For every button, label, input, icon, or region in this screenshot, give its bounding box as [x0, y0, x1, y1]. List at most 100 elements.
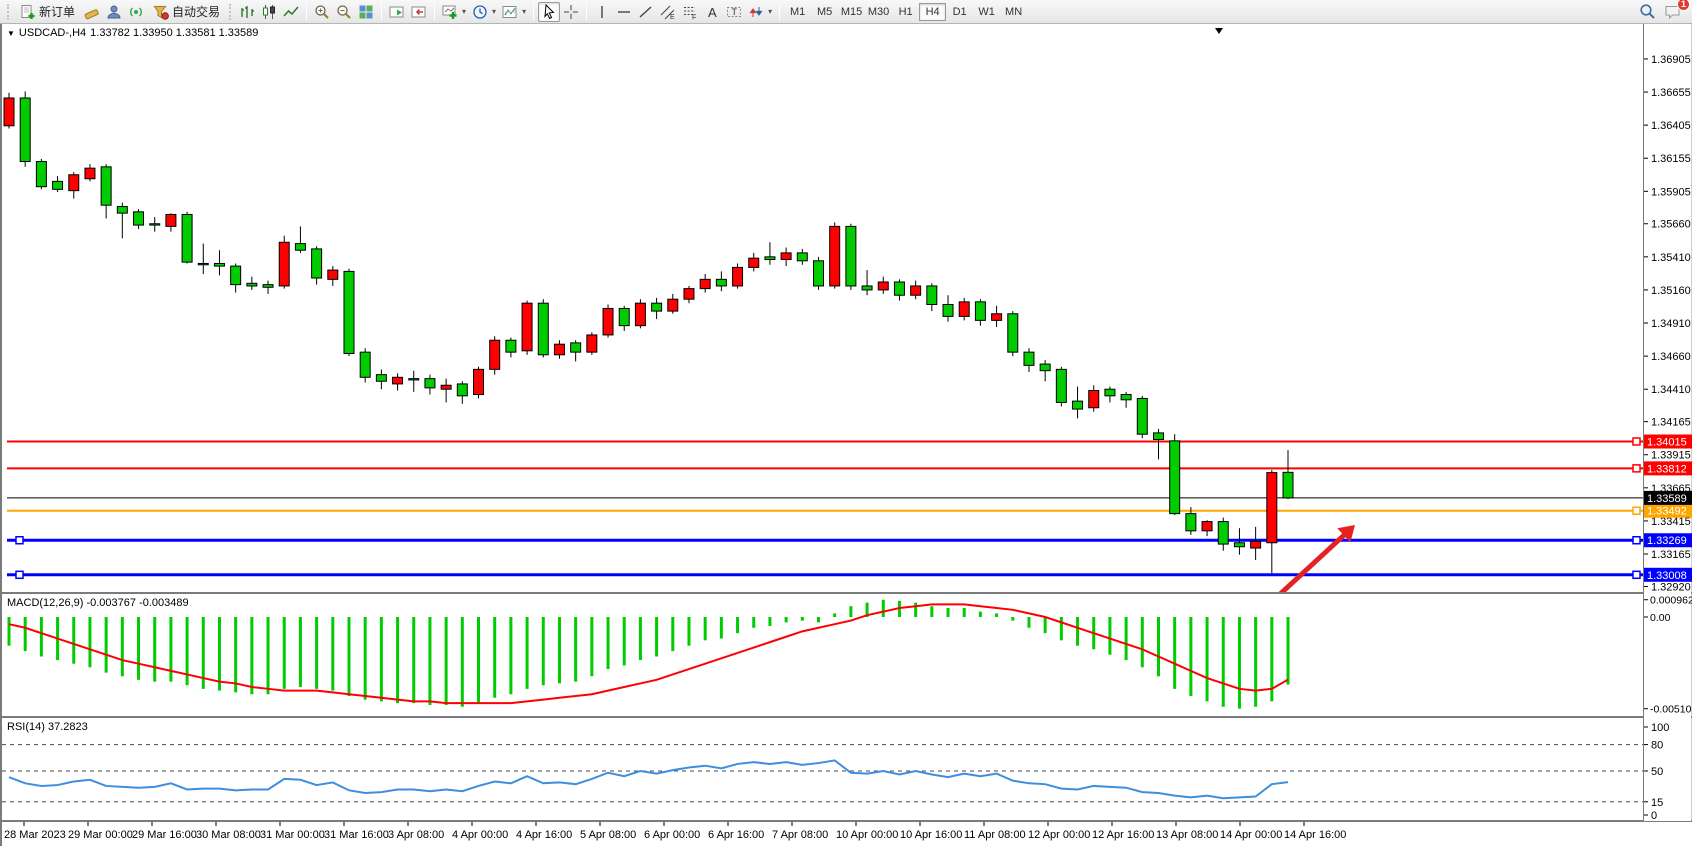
text-label-tool-button[interactable]: T — [723, 2, 745, 22]
chart-ohlc-values: 1.33782 1.33950 1.33581 1.33589 — [90, 27, 259, 39]
candle — [1201, 521, 1213, 532]
bar-chart-button[interactable] — [236, 2, 258, 22]
candle — [505, 339, 517, 353]
candle — [1233, 542, 1245, 548]
price-pane[interactable]: ▼ USDCAD-,H4 1.33782 1.33950 1.33581 1.3… — [2, 24, 1646, 592]
clock-icon — [472, 4, 488, 20]
tab-timeframe-D1[interactable]: D1 — [952, 5, 967, 18]
profile-button[interactable] — [103, 2, 125, 22]
tile-windows-button[interactable] — [355, 2, 377, 22]
candle — [473, 368, 485, 396]
tab-timeframe-MN[interactable]: MN — [1005, 5, 1023, 18]
zoom-out-button[interactable] — [333, 2, 355, 22]
cursor-tool-button[interactable] — [538, 1, 561, 22]
candle — [1120, 394, 1132, 401]
chart-marker-icon — [1215, 28, 1223, 34]
toolbar-drag-handle[interactable] — [229, 3, 233, 20]
candle — [991, 313, 1003, 321]
line-chart-button[interactable] — [280, 2, 302, 22]
candle — [375, 374, 387, 382]
candle — [19, 97, 31, 163]
tab-timeframe-W1[interactable]: W1 — [978, 5, 995, 18]
tab-timeframe-H4[interactable]: H4 — [919, 2, 947, 21]
candle — [456, 383, 468, 397]
svg-text:0.000962: 0.000962 — [1650, 595, 1692, 607]
chat-button[interactable]: 1 — [1664, 0, 1690, 20]
zoom-in-button[interactable] — [311, 2, 333, 22]
time-axis-label: 4 Apr 00:00 — [452, 829, 508, 841]
pane-divider[interactable] — [2, 716, 1692, 718]
signal-button[interactable] — [125, 2, 147, 22]
candle — [246, 282, 258, 287]
periods-button[interactable]: ▾ — [469, 2, 499, 22]
crosshair-tool-button[interactable] — [560, 2, 582, 22]
price-axis[interactable]: 1.36905 1.36655 1.36405 1.36155 1.35905 1.356… — [1643, 24, 1692, 821]
auto-scroll-button[interactable] — [386, 2, 408, 22]
svg-text:1.35660: 1.35660 — [1651, 219, 1691, 231]
candle — [974, 301, 986, 321]
horizontal-line-tool-button[interactable] — [613, 2, 635, 22]
svg-text:1.33415: 1.33415 — [1651, 516, 1691, 528]
candle — [796, 252, 808, 262]
candle — [521, 302, 533, 352]
line-chart-icon — [283, 4, 299, 20]
fibonacci-icon: F — [682, 4, 698, 20]
macd-pane[interactable]: MACD(12,26,9) -0.003767 -0.003489 — [2, 594, 1646, 716]
chart-title[interactable]: ▼ USDCAD-,H4 1.33782 1.33950 1.33581 1.3… — [7, 27, 258, 39]
candle — [715, 278, 727, 287]
templates-button[interactable]: ▾ — [499, 2, 529, 22]
trendline-tool-button[interactable] — [635, 2, 657, 22]
text-tool-button[interactable]: A — [701, 2, 723, 22]
indicators-button[interactable]: ▾ — [439, 2, 469, 22]
new-order-button[interactable]: 新订单 — [14, 2, 81, 22]
macd-signal-line — [8, 603, 1289, 705]
candle — [489, 339, 501, 370]
fibonacci-tool-button[interactable]: F — [679, 2, 701, 22]
vertical-line-tool-button[interactable] — [591, 2, 613, 22]
candle — [618, 307, 630, 327]
candle — [52, 180, 64, 190]
candle — [35, 161, 47, 188]
notification-badge: 1 — [1677, 0, 1690, 11]
candle — [829, 225, 841, 287]
arrow-objects-icon — [748, 4, 764, 20]
tab-timeframe-M30[interactable]: M30 — [867, 5, 890, 18]
time-axis-label: 11 Apr 08:00 — [964, 829, 1026, 841]
channel-tool-button[interactable]: E — [657, 2, 679, 22]
svg-text:1.36905: 1.36905 — [1651, 54, 1691, 66]
candlestick-chart-button[interactable] — [258, 2, 280, 22]
time-axis-label: 29 Mar 00:00 — [68, 829, 133, 841]
collapse-triangle-icon[interactable]: ▼ — [7, 28, 15, 38]
auto-trading-button[interactable]: 自动交易 — [147, 2, 226, 22]
pane-divider[interactable] — [2, 592, 1692, 594]
time-axis-label: 10 Apr 00:00 — [836, 829, 898, 841]
candle — [570, 342, 582, 353]
candle — [764, 256, 776, 260]
tab-timeframe-M1[interactable]: M1 — [789, 5, 806, 18]
candle — [780, 252, 792, 260]
arrows-tool-button[interactable]: ▾ — [745, 2, 775, 22]
tab-timeframe-M5[interactable]: M5 — [816, 5, 833, 18]
candle — [408, 378, 420, 381]
svg-text:1.34910: 1.34910 — [1651, 318, 1691, 330]
time-axis-label: 12 Apr 16:00 — [1092, 829, 1154, 841]
svg-text:1.34015: 1.34015 — [1647, 436, 1687, 448]
candle — [651, 302, 663, 312]
time-axis-label: 4 Apr 16:00 — [516, 829, 572, 841]
candle — [1152, 432, 1164, 441]
chart-shift-button[interactable] — [408, 2, 430, 22]
tab-timeframe-H1[interactable]: H1 — [898, 5, 913, 18]
search-icon[interactable] — [1639, 3, 1656, 20]
rsi-pane[interactable]: RSI(14) 37.2823 — [2, 718, 1646, 820]
time-axis-label: 31 Mar 16:00 — [324, 829, 389, 841]
time-axis-label: 29 Mar 16:00 — [132, 829, 197, 841]
tab-timeframe-M15[interactable]: M15 — [840, 5, 863, 18]
toolbar-drag-handle[interactable] — [7, 3, 11, 20]
candle — [634, 302, 646, 327]
time-axis[interactable]: 28 Mar 2023 29 Mar 00:00 29 Mar 16:00 30 Ma… — [2, 821, 1692, 846]
candle — [1104, 388, 1116, 397]
toolbar-separator — [306, 2, 308, 21]
candle — [1217, 521, 1229, 545]
equidistant-channel-icon: E — [660, 4, 676, 20]
highlight-tool-button[interactable] — [81, 2, 103, 22]
